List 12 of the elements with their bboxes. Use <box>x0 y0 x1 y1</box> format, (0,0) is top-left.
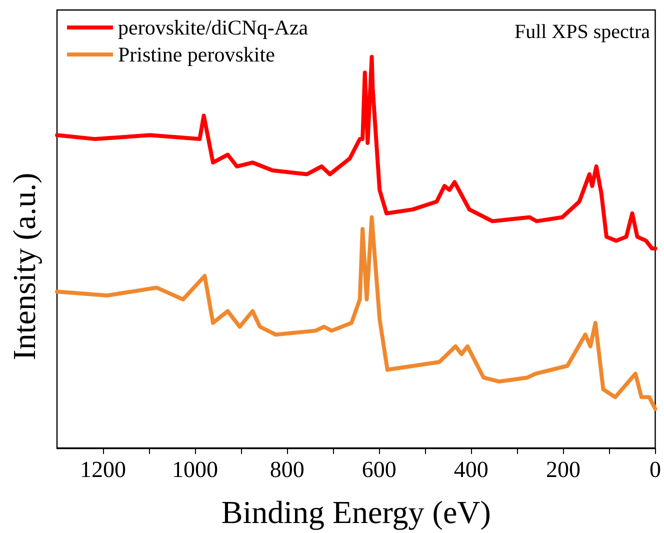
y-axis-title: Intensity (a.u.) <box>6 172 42 360</box>
x-tick-label: 1000 <box>172 457 218 482</box>
text: Full XPS spectra <box>514 21 650 43</box>
x-tick-label: 400 <box>454 457 488 482</box>
x-tick-label: 600 <box>362 457 396 482</box>
x-tick-label: 1200 <box>80 457 126 482</box>
legend-label: perovskite/diCNq-Aza <box>118 16 309 40</box>
x-tick-label: 800 <box>270 457 304 482</box>
legend-label: Pristine perovskite <box>118 42 275 66</box>
x-tick-label: 200 <box>546 457 580 482</box>
x-tick-label: 0 <box>650 457 661 482</box>
x-axis-title: Binding Energy (eV) <box>221 494 491 530</box>
